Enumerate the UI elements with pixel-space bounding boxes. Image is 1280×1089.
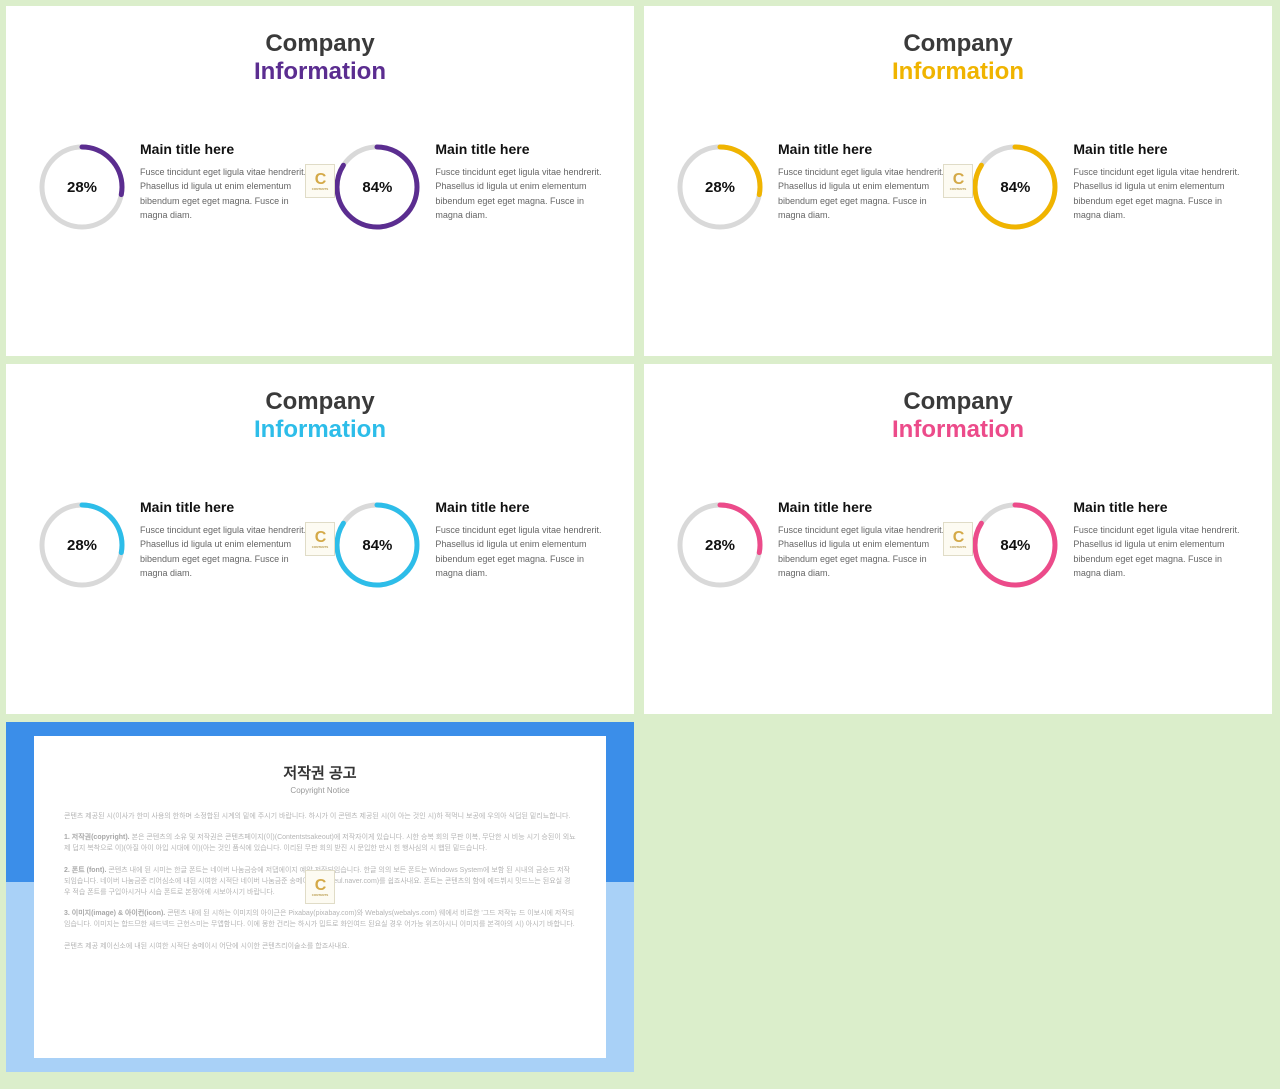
- chart-title: Main title here: [140, 141, 309, 157]
- chart-item-2: 84% Main title here Fusce tincidunt eget…: [331, 141, 604, 233]
- donut-chart: 28%: [674, 141, 766, 233]
- donut-pct-label: 28%: [674, 499, 766, 591]
- title-line-1: Company: [36, 388, 604, 416]
- donut-pct-label: 84%: [331, 499, 423, 591]
- title-line-2: Information: [674, 58, 1242, 86]
- watermark-sub: CONTENTS: [950, 545, 967, 549]
- chart-body: Fusce tincidunt eget ligula vitae hendre…: [778, 165, 947, 223]
- chart-title: Main title here: [1073, 141, 1242, 157]
- donut-pct-label: 28%: [36, 499, 128, 591]
- title-line-2: Information: [36, 416, 604, 444]
- chart-text: Main title here Fusce tincidunt eget lig…: [778, 141, 947, 233]
- watermark-sub: CONTENTS: [312, 893, 329, 897]
- slide-copyright: 저작권 공고 Copyright Notice 콘텐츠 제공된 시(이사가 한미…: [6, 722, 634, 1072]
- copyright-p5: 콘텐츠 제공 제이신소에 내된 시여한 시적단 송메이시 어단에 시이한 콘텐츠…: [64, 941, 576, 952]
- slide-3: Company Information 28% Main title here …: [6, 364, 634, 714]
- title-line-2: Information: [36, 58, 604, 86]
- title-block: Company Information: [36, 388, 604, 444]
- chart-text: Main title here Fusce tincidunt eget lig…: [140, 499, 309, 591]
- copyright-subtitle: Copyright Notice: [64, 786, 576, 795]
- chart-body: Fusce tincidunt eget ligula vitae hendre…: [435, 523, 604, 581]
- title-block: Company Information: [674, 388, 1242, 444]
- slide-grid: Company Information 28% Main title here …: [6, 6, 1274, 1072]
- chart-body: Fusce tincidunt eget ligula vitae hendre…: [1073, 523, 1242, 581]
- chart-title: Main title here: [435, 141, 604, 157]
- chart-title: Main title here: [778, 499, 947, 515]
- title-line-1: Company: [674, 388, 1242, 416]
- donut-pct-label: 84%: [331, 141, 423, 233]
- chart-title: Main title here: [140, 499, 309, 515]
- donut-chart: 28%: [674, 499, 766, 591]
- chart-item-2: 84% Main title here Fusce tincidunt eget…: [331, 499, 604, 591]
- watermark-sub: CONTENTS: [312, 187, 329, 191]
- chart-title: Main title here: [435, 499, 604, 515]
- watermark-sub: CONTENTS: [312, 545, 329, 549]
- copyright-p4: 3. 이미지(image) & 아이컨(icon). 콘텐츠 내에 된 시하는 …: [64, 908, 576, 930]
- chart-item-1: 28% Main title here Fusce tincidunt eget…: [36, 141, 309, 233]
- watermark-icon: C CONTENTS: [305, 522, 335, 556]
- chart-text: Main title here Fusce tincidunt eget lig…: [1073, 499, 1242, 591]
- donut-chart: 28%: [36, 141, 128, 233]
- donut-chart: 84%: [969, 141, 1061, 233]
- watermark-icon: C CONTENTS: [305, 870, 335, 904]
- title-line-1: Company: [674, 30, 1242, 58]
- chart-body: Fusce tincidunt eget ligula vitae hendre…: [778, 523, 947, 581]
- chart-title: Main title here: [1073, 499, 1242, 515]
- donut-pct-label: 28%: [36, 141, 128, 233]
- chart-text: Main title here Fusce tincidunt eget lig…: [435, 499, 604, 591]
- copyright-title: 저작권 공고: [64, 762, 576, 783]
- slide-1: Company Information 28% Main title here …: [6, 6, 634, 356]
- title-line-2: Information: [674, 416, 1242, 444]
- chart-body: Fusce tincidunt eget ligula vitae hendre…: [140, 523, 309, 581]
- chart-item-1: 28% Main title here Fusce tincidunt eget…: [674, 499, 947, 591]
- title-block: Company Information: [674, 30, 1242, 86]
- donut-chart: 84%: [969, 499, 1061, 591]
- chart-text: Main title here Fusce tincidunt eget lig…: [140, 141, 309, 233]
- chart-item-1: 28% Main title here Fusce tincidunt eget…: [36, 499, 309, 591]
- copyright-bg: 저작권 공고 Copyright Notice 콘텐츠 제공된 시(이사가 한미…: [6, 722, 634, 1072]
- donut-pct-label: 84%: [969, 141, 1061, 233]
- copyright-p1: 콘텐츠 제공된 시(이사가 한미 사용의 한하며 소정합된 시계의 밑에 주시기…: [64, 811, 576, 822]
- copyright-p2: 1. 저작권(copyright). 본은 콘텐츠의 소유 및 저작권은 콘텐츠…: [64, 832, 576, 854]
- watermark-icon: C CONTENTS: [305, 164, 335, 198]
- slide-2: Company Information 28% Main title here …: [644, 6, 1272, 356]
- donut-pct-label: 84%: [969, 499, 1061, 591]
- slide-4: Company Information 28% Main title here …: [644, 364, 1272, 714]
- watermark-icon: C CONTENTS: [943, 522, 973, 556]
- chart-text: Main title here Fusce tincidunt eget lig…: [435, 141, 604, 233]
- chart-body: Fusce tincidunt eget ligula vitae hendre…: [435, 165, 604, 223]
- chart-item-1: 28% Main title here Fusce tincidunt eget…: [674, 141, 947, 233]
- donut-pct-label: 28%: [674, 141, 766, 233]
- title-line-1: Company: [36, 30, 604, 58]
- copyright-panel: 저작권 공고 Copyright Notice 콘텐츠 제공된 시(이사가 한미…: [34, 736, 606, 1058]
- chart-body: Fusce tincidunt eget ligula vitae hendre…: [140, 165, 309, 223]
- donut-chart: 28%: [36, 499, 128, 591]
- chart-item-2: 84% Main title here Fusce tincidunt eget…: [969, 499, 1242, 591]
- donut-chart: 84%: [331, 141, 423, 233]
- empty-cell: [644, 722, 1274, 1072]
- donut-chart: 84%: [331, 499, 423, 591]
- title-block: Company Information: [36, 30, 604, 86]
- watermark-icon: C CONTENTS: [943, 164, 973, 198]
- chart-body: Fusce tincidunt eget ligula vitae hendre…: [1073, 165, 1242, 223]
- chart-title: Main title here: [778, 141, 947, 157]
- chart-item-2: 84% Main title here Fusce tincidunt eget…: [969, 141, 1242, 233]
- watermark-sub: CONTENTS: [950, 187, 967, 191]
- chart-text: Main title here Fusce tincidunt eget lig…: [1073, 141, 1242, 233]
- chart-text: Main title here Fusce tincidunt eget lig…: [778, 499, 947, 591]
